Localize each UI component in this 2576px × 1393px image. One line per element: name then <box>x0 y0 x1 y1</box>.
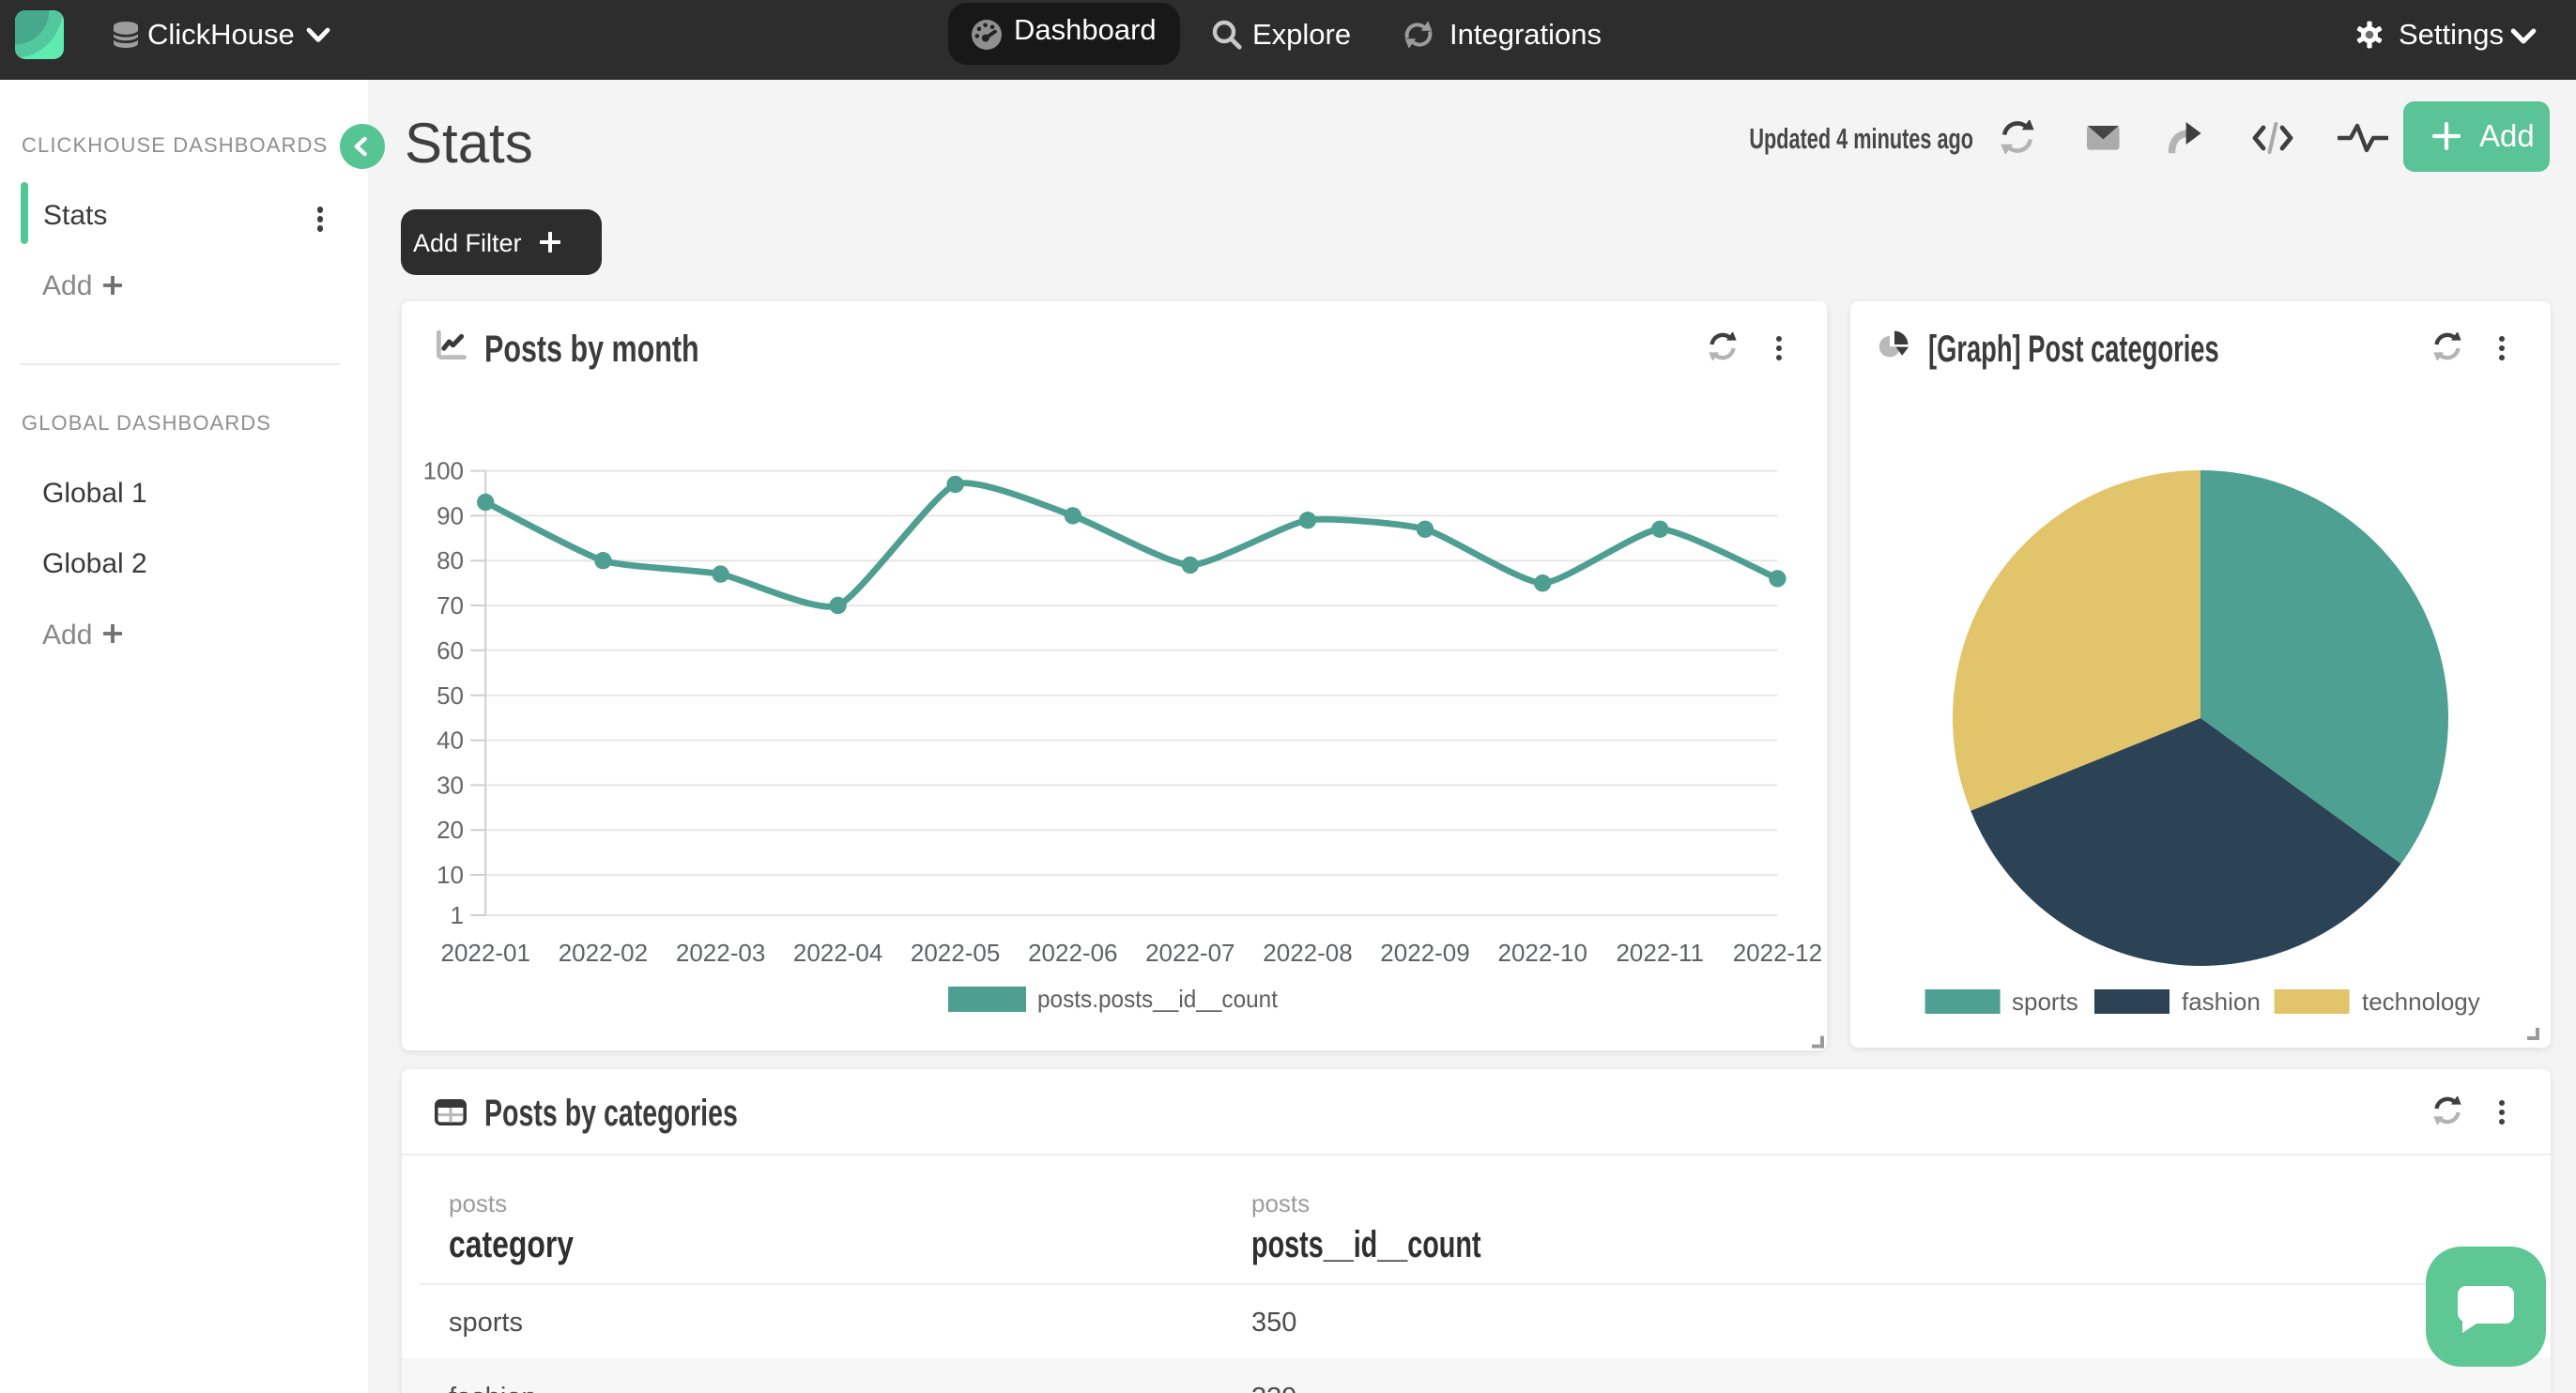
svg-text:100: 100 <box>423 457 464 485</box>
svg-text:2022-08: 2022-08 <box>1263 939 1352 967</box>
svg-text:2022-09: 2022-09 <box>1380 939 1469 967</box>
svg-text:40: 40 <box>437 727 464 755</box>
svg-text:technology: technology <box>2362 987 2480 1016</box>
svg-text:1: 1 <box>451 901 464 929</box>
svg-text:sports: sports <box>2012 987 2078 1016</box>
svg-text:2022-07: 2022-07 <box>1145 939 1234 967</box>
svg-text:2022-06: 2022-06 <box>1028 939 1117 967</box>
svg-text:60: 60 <box>437 636 464 665</box>
svg-text:2022-04: 2022-04 <box>793 939 882 967</box>
svg-text:fashion: fashion <box>2182 987 2261 1016</box>
svg-text:2022-10: 2022-10 <box>1497 939 1587 967</box>
svg-text:2022-12: 2022-12 <box>1733 939 1822 967</box>
svg-text:2022-05: 2022-05 <box>911 939 1000 967</box>
svg-text:70: 70 <box>437 591 464 620</box>
svg-text:10: 10 <box>437 861 464 889</box>
svg-text:2022-11: 2022-11 <box>1616 939 1704 967</box>
svg-text:30: 30 <box>437 771 464 799</box>
svg-text:2022-01: 2022-01 <box>440 939 529 967</box>
svg-text:80: 80 <box>437 546 464 574</box>
svg-text:90: 90 <box>437 501 464 529</box>
svg-text:posts.posts__id__count: posts.posts__id__count <box>1037 985 1279 1013</box>
svg-text:50: 50 <box>437 681 464 710</box>
svg-text:2022-03: 2022-03 <box>676 939 765 967</box>
svg-text:20: 20 <box>437 816 464 844</box>
svg-text:2022-02: 2022-02 <box>559 939 648 967</box>
